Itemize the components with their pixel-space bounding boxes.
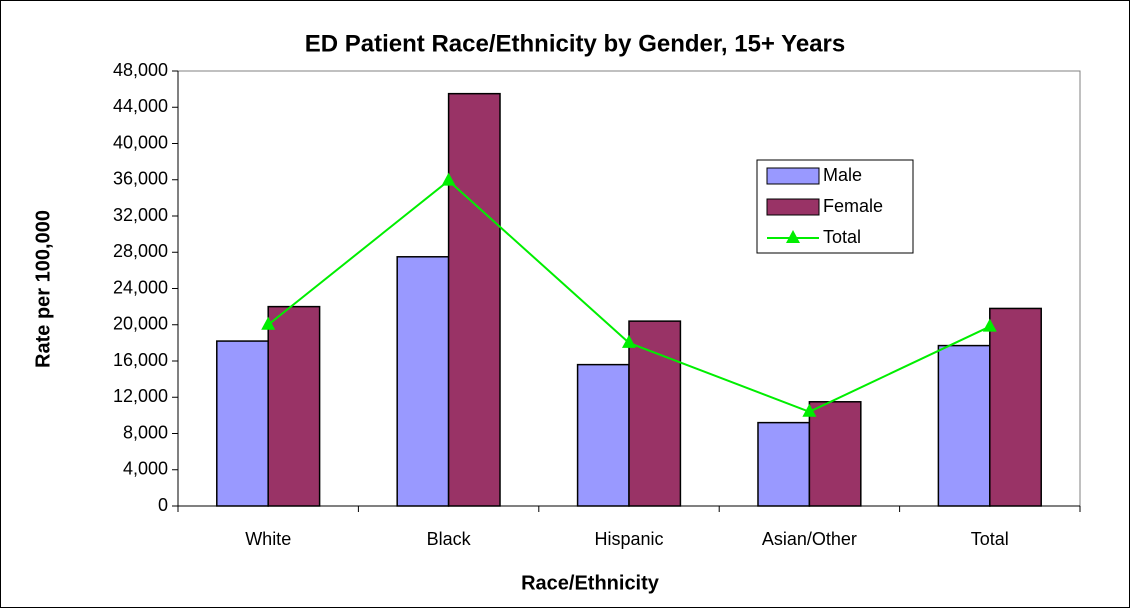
bar xyxy=(628,320,682,507)
bar xyxy=(267,305,321,507)
legend-swatch xyxy=(766,198,820,216)
y-tick-label: 4,000 xyxy=(123,459,168,479)
bar xyxy=(989,307,1042,507)
x-tick-label: White xyxy=(245,529,291,549)
bar xyxy=(808,401,862,507)
legend-swatch xyxy=(766,167,820,185)
legend-marker xyxy=(786,230,800,243)
legend-label: Total xyxy=(823,227,861,247)
y-tick-label: 36,000 xyxy=(113,169,168,189)
legend: Male Female Total xyxy=(756,159,914,254)
x-tick-label: Asian/Other xyxy=(762,529,857,549)
y-axis-title: Rate per 100,000 xyxy=(32,210,54,368)
bar xyxy=(576,363,630,507)
bar xyxy=(447,92,501,507)
y-tick-label: 44,000 xyxy=(113,96,168,116)
line-marker xyxy=(802,403,817,417)
y-tick-label: 0 xyxy=(158,495,168,515)
bar xyxy=(396,256,450,507)
chart-title: ED Patient Race/Ethnicity by Gender, 15+… xyxy=(305,30,845,57)
line-marker xyxy=(982,318,997,332)
line-marker xyxy=(622,334,636,348)
x-axis-title: Race/Ethnicity xyxy=(521,572,660,594)
x-tick-label: Black xyxy=(427,529,472,549)
y-tick-label: 28,000 xyxy=(113,241,168,261)
line-marker xyxy=(441,172,456,186)
y-tick-label: 12,000 xyxy=(113,386,168,406)
y-tick-label: 16,000 xyxy=(113,350,168,370)
bar xyxy=(937,344,991,507)
legend-label: Female xyxy=(823,196,883,216)
y-tick-label: 32,000 xyxy=(113,205,168,225)
y-tick-label: 48,000 xyxy=(113,60,168,80)
y-tick-label: 20,000 xyxy=(113,314,168,334)
y-tick-label: 8,000 xyxy=(123,422,168,442)
x-tick-label: Hispanic xyxy=(594,529,663,549)
y-tick-label: 40,000 xyxy=(113,132,168,152)
bar xyxy=(757,421,811,507)
y-tick-label: 24,000 xyxy=(113,277,168,297)
line-marker xyxy=(261,316,276,330)
x-tick-label: Total xyxy=(971,529,1009,549)
bar xyxy=(216,340,269,507)
legend-label: Male xyxy=(823,165,862,185)
